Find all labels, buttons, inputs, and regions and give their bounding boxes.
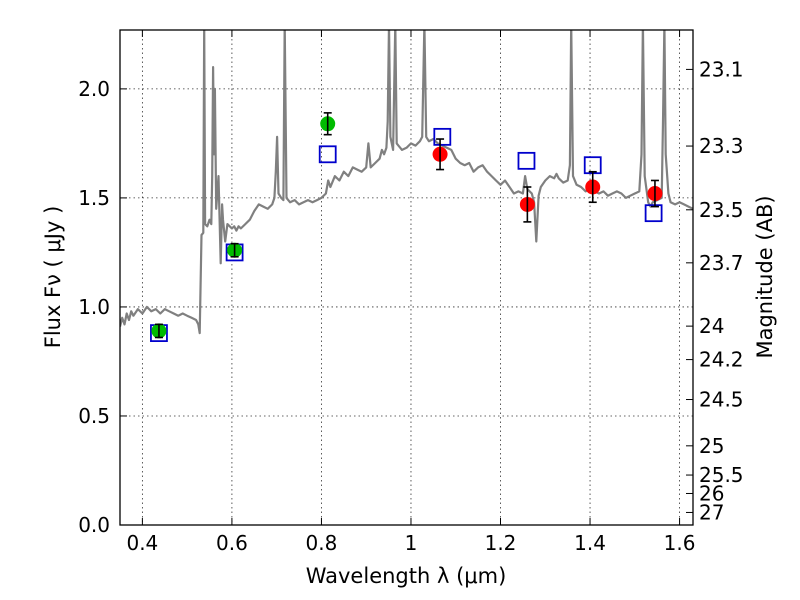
y-tick-label: 2.0 (78, 77, 110, 101)
right-tick-label: 24.5 (699, 388, 744, 412)
x-tick-label: 1 (405, 531, 418, 555)
x-tick-label: 0.4 (126, 531, 158, 555)
right-tick-label: 24 (699, 314, 724, 338)
y-tick-label: 0.0 (78, 513, 110, 537)
model-photometry-point (644, 204, 663, 223)
x-tick-label: 0.8 (306, 531, 338, 555)
right-tick-label: 23.5 (699, 198, 744, 222)
x-tick-label: 1.2 (485, 531, 517, 555)
x-axis-label: Wavelength λ (μm) (306, 564, 507, 588)
right-tick-label: 23.7 (699, 251, 744, 275)
right-tick-label: 26 (699, 481, 724, 505)
model-photometry-point (433, 127, 452, 146)
y-tick-label: 1.5 (78, 186, 110, 210)
x-tick-label: 1.6 (664, 531, 696, 555)
x-tick-label: 0.6 (216, 531, 248, 555)
model-photometry-point (318, 145, 337, 164)
right-tick-label: 27 (699, 500, 724, 524)
y-tick-label: 0.5 (78, 404, 110, 428)
right-tick-label: 23.1 (699, 57, 744, 81)
right-tick-label: 24.2 (699, 348, 744, 372)
axis-ticks: 0.4 0.6 0.8 1 1.2 1.4 1.6 0.0 0.5 1.0 1.5 2.0 23.1 23… (78, 30, 744, 555)
right-tick-label: 25.5 (699, 463, 744, 487)
grid-lines (120, 30, 693, 526)
right-tick-label: 23.3 (699, 134, 744, 158)
y-tick-label: 1.0 (78, 295, 110, 319)
model-photometry-point (517, 151, 536, 170)
right-tick-label: 25 (699, 434, 724, 458)
model-photometry-point (583, 156, 602, 175)
plot-frame (119, 29, 694, 526)
plot-area (120, 30, 693, 343)
model-spectrum-line (120, 30, 693, 335)
y-axis-label: Flux Fν ( μJy ) (41, 206, 65, 349)
x-tick-label: 1.4 (574, 531, 606, 555)
right-axis-label: Magnitude (AB) (753, 195, 777, 358)
